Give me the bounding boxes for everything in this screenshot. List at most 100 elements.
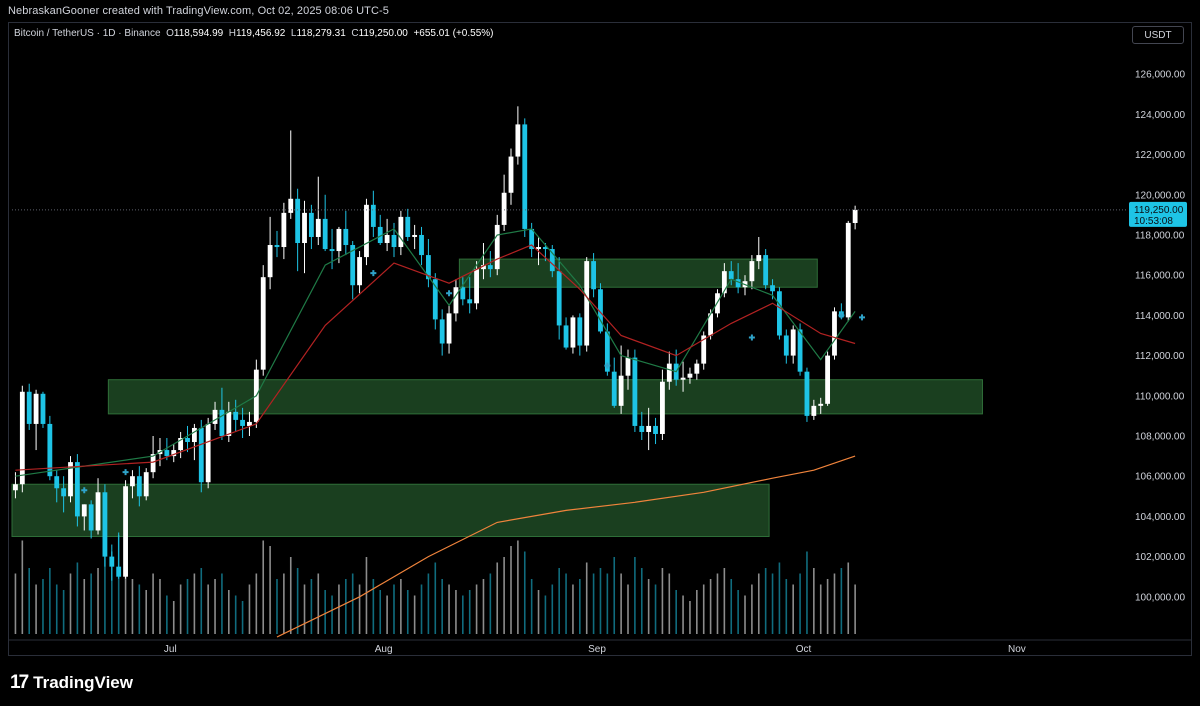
volume-bar (448, 584, 450, 634)
candle-body (233, 411, 239, 420)
candle-body (721, 271, 727, 294)
candle-body (123, 486, 128, 577)
volume-bar (351, 573, 354, 634)
candle-body (481, 265, 486, 270)
volume-bar (131, 579, 134, 634)
candle-body (419, 234, 424, 256)
candle-body (150, 454, 156, 473)
price-tick-label: 114,000.00 (1135, 311, 1185, 322)
candle-body (336, 228, 342, 252)
candle-body (178, 438, 184, 451)
candle-body (295, 198, 301, 244)
volume-bar (462, 595, 464, 634)
candle-body (790, 329, 796, 356)
volume-bar (558, 568, 560, 634)
candle-body (412, 234, 418, 237)
price-tick-label: 116,000.00 (1135, 271, 1185, 282)
tradingview-wordmark: TradingView (33, 673, 133, 692)
candle-body (563, 325, 569, 348)
volume-bar (345, 579, 347, 634)
candle-body (728, 271, 734, 280)
time-tick-label: Jul (164, 644, 177, 655)
volume-bar (331, 595, 333, 634)
currency-button[interactable]: USDT (1132, 26, 1184, 44)
candle-body (357, 257, 362, 286)
candle-body (584, 261, 590, 346)
candle-body (653, 425, 658, 434)
chart-credit: NebraskanGooner created with TradingView… (8, 5, 389, 17)
tradingview-logo[interactable]: 17 TradingView (10, 672, 133, 694)
candle-body (777, 291, 782, 336)
volume-bar (592, 573, 595, 634)
volume-bar (193, 573, 196, 634)
candle-body (377, 226, 383, 244)
volume-bar (544, 595, 547, 634)
volume-bar (255, 573, 258, 634)
volume-bar (248, 584, 251, 634)
price-tick-label: 124,000.00 (1135, 110, 1185, 121)
candle-body (487, 265, 493, 270)
last-price-value: 119,250.00 (1134, 205, 1184, 216)
volume-bar (689, 601, 691, 634)
candle-body (494, 224, 500, 270)
volume-bar (21, 540, 24, 634)
volume-bar (400, 579, 402, 634)
markers-layer (81, 270, 866, 494)
candle-body (549, 249, 555, 272)
candle-body (625, 357, 631, 376)
volume-bar (179, 584, 182, 634)
volume-bar (579, 579, 581, 634)
volume-bar (234, 595, 237, 634)
candle-body (33, 393, 39, 424)
candle-body (439, 319, 445, 344)
symbol-title[interactable]: Bitcoin / TetherUS · 1D · Binance (14, 28, 161, 39)
candle-body (543, 247, 548, 250)
volume-bar (620, 573, 622, 634)
candle-body (474, 269, 479, 304)
candle-body (515, 124, 521, 157)
chart-pane[interactable] (8, 22, 1192, 656)
candle-body (384, 234, 390, 244)
volume-bar (696, 590, 698, 634)
volume-bar (241, 601, 244, 634)
price-tick-label: 104,000.00 (1135, 512, 1185, 523)
volume-bar (393, 584, 395, 634)
candle-body (432, 279, 438, 320)
volume-bar (83, 579, 86, 634)
candle-body (611, 371, 617, 406)
volume-bar (668, 573, 671, 634)
candle-body (274, 245, 280, 248)
candle-body (219, 409, 225, 436)
price-tick-label: 102,000.00 (1135, 552, 1185, 563)
candle-body (81, 504, 87, 517)
volume-bar (799, 573, 801, 634)
candle-body (130, 476, 135, 487)
volume-bar (654, 584, 657, 634)
volume-bar (358, 584, 361, 634)
zone-rect-2 (107, 379, 983, 415)
open-label: O (166, 28, 174, 39)
volume-bar (172, 601, 175, 634)
volume-bar (764, 568, 767, 634)
candle-body (198, 427, 204, 483)
volume-bar (289, 557, 292, 634)
price-tick-label: 112,000.00 (1135, 351, 1185, 362)
candle-body (322, 218, 328, 250)
candle-body (370, 204, 376, 227)
candle-body (308, 212, 314, 237)
close-label: C (351, 28, 359, 39)
candle-body (288, 198, 294, 213)
price-tick-label: 108,000.00 (1135, 431, 1185, 442)
volume-bar (530, 579, 533, 634)
candle-body (329, 249, 335, 252)
candle-body (825, 355, 831, 404)
price-tick-label: 120,000.00 (1135, 190, 1185, 201)
time-tick-label: Aug (375, 644, 393, 655)
candle-body (88, 504, 94, 531)
price-chart[interactable]: 100,000.00 102,000.00 104,000.00 106,000.00… (8, 22, 1192, 656)
volume-bar (771, 573, 774, 634)
low-value: 118,279.31 (296, 28, 346, 39)
volume-bar (503, 557, 505, 634)
candle-body (446, 313, 452, 344)
candle-body (845, 222, 851, 318)
